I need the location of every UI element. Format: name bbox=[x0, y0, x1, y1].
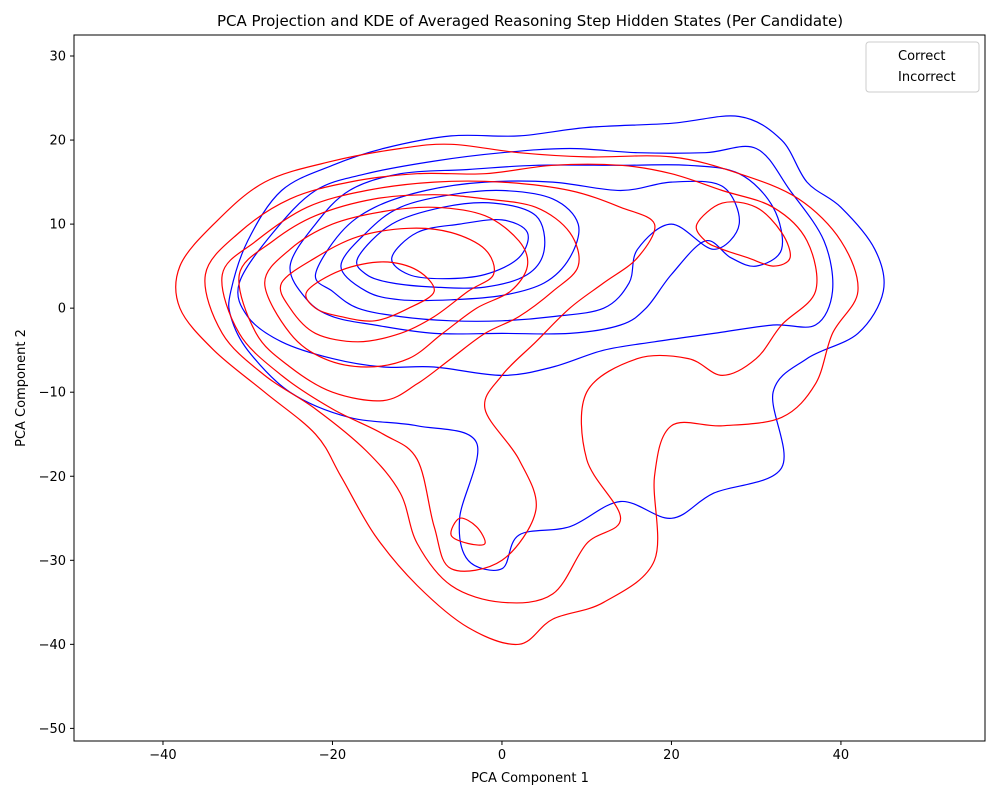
x-tick-label: −40 bbox=[149, 748, 176, 763]
legend-entry-correct: Correct bbox=[898, 49, 945, 64]
y-tick-label: −50 bbox=[39, 722, 66, 737]
contour-correct-3 bbox=[314, 180, 740, 322]
y-tick-label: −10 bbox=[39, 386, 66, 401]
contour-incorrect-1 bbox=[204, 163, 818, 604]
y-axis-label: PCA Component 2 bbox=[14, 329, 29, 447]
legend: Correct Incorrect bbox=[865, 41, 980, 93]
contour-incorrect-6 bbox=[305, 261, 435, 322]
y-tick-label: −30 bbox=[39, 554, 66, 569]
y-tick-label: 20 bbox=[49, 134, 66, 149]
y-tick-label: 30 bbox=[49, 50, 66, 65]
contour-correct-4 bbox=[340, 189, 580, 302]
contour-incorrect-2 bbox=[221, 180, 656, 572]
contour-layer bbox=[175, 115, 885, 645]
contour-incorrect-5 bbox=[279, 227, 495, 343]
x-axis: −40 −20 0 20 40 bbox=[149, 741, 849, 763]
contour-correct-0 bbox=[228, 115, 885, 571]
contour-incorrect-0 bbox=[175, 143, 859, 645]
chart-title: PCA Projection and KDE of Averaged Reaso… bbox=[217, 12, 843, 30]
x-axis-label: PCA Component 1 bbox=[471, 771, 589, 786]
x-tick-label: −20 bbox=[319, 748, 346, 763]
y-tick-label: −40 bbox=[39, 638, 66, 653]
y-tick-label: 0 bbox=[58, 302, 66, 317]
x-tick-label: 0 bbox=[498, 748, 506, 763]
y-tick-label: 10 bbox=[49, 218, 66, 233]
contour-incorrect-4 bbox=[264, 206, 529, 368]
contour-correct-1 bbox=[237, 145, 834, 377]
series-incorrect bbox=[175, 143, 859, 645]
contour-correct-2 bbox=[289, 164, 784, 335]
contour-incorrect-3 bbox=[238, 194, 580, 402]
y-axis: −50 −40 −30 −20 −10 0 10 20 30 bbox=[39, 50, 74, 737]
contour-correct-6 bbox=[391, 218, 529, 280]
x-tick-label: 40 bbox=[833, 748, 850, 763]
legend-box bbox=[865, 41, 980, 93]
series-correct bbox=[228, 115, 885, 571]
contour-incorrect-8 bbox=[450, 517, 486, 546]
plot-frame bbox=[73, 34, 986, 742]
y-tick-label: −20 bbox=[39, 470, 66, 485]
legend-entry-incorrect: Incorrect bbox=[898, 70, 956, 85]
contour-incorrect-7 bbox=[695, 201, 791, 267]
x-tick-label: 20 bbox=[663, 748, 680, 763]
contour-correct-5 bbox=[356, 202, 546, 289]
